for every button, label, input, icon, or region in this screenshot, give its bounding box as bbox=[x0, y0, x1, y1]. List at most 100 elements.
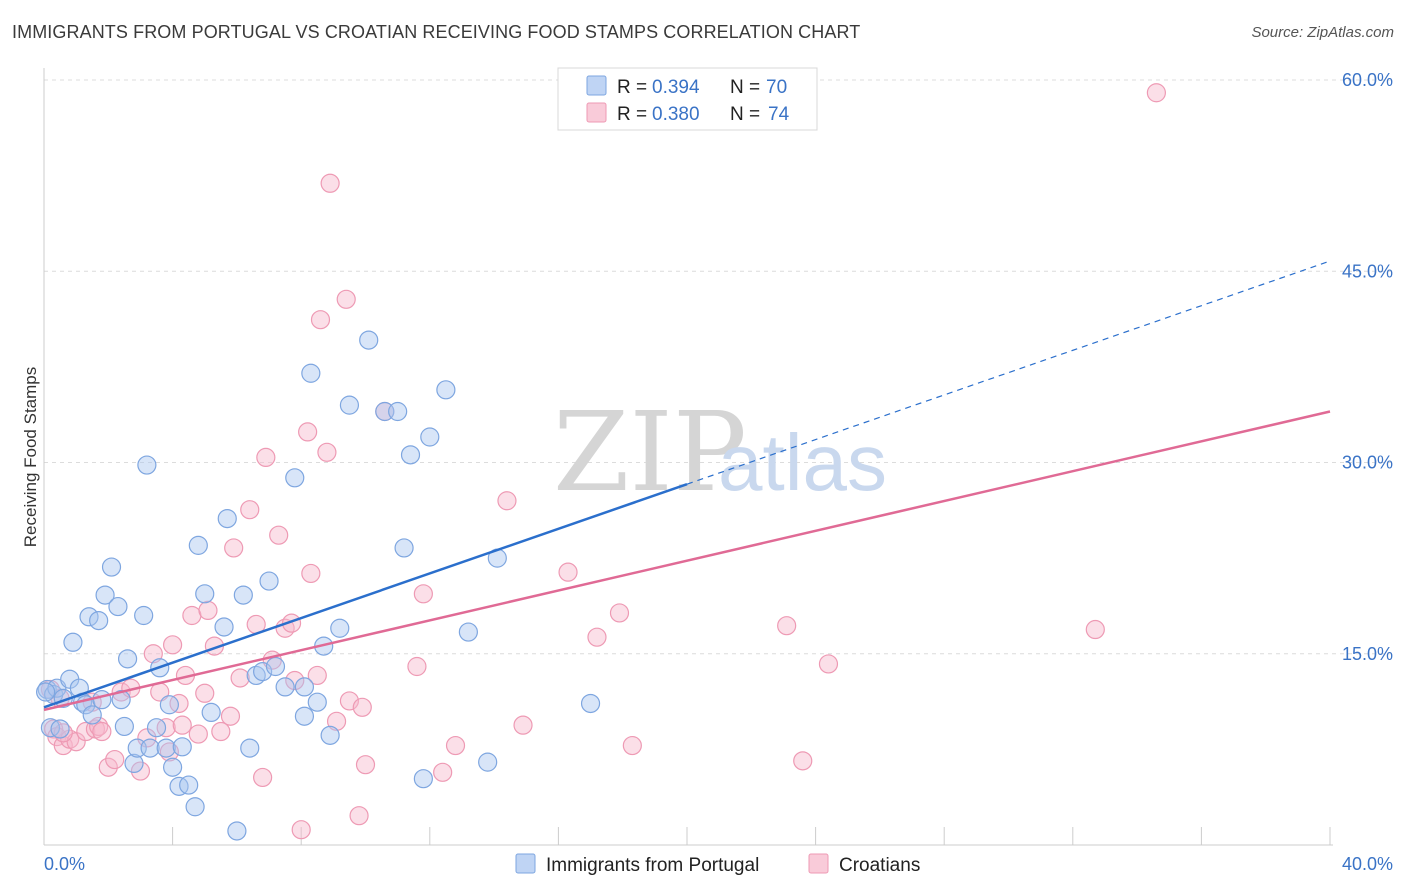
portugal-point-7 bbox=[63, 632, 83, 652]
portugal-point-61 bbox=[400, 445, 421, 465]
croatians-point-68 bbox=[777, 616, 797, 636]
portugal-point-1 bbox=[40, 718, 61, 738]
portugal-point-52 bbox=[307, 692, 327, 712]
portugal-point-48 bbox=[285, 468, 305, 488]
portugal-point-11 bbox=[79, 607, 99, 627]
croatians-point-70 bbox=[818, 654, 839, 674]
croatians-point-20 bbox=[156, 718, 176, 738]
portugal-point-44 bbox=[253, 661, 273, 682]
croatians-point-27 bbox=[188, 724, 208, 744]
legend-bottom: Immigrants from Portugal Croatians bbox=[515, 853, 920, 876]
croatians-point-59 bbox=[413, 584, 433, 604]
croatians-point-22 bbox=[163, 635, 183, 655]
portugal-point-37 bbox=[201, 702, 221, 723]
portugal-point-49 bbox=[294, 677, 315, 697]
croatians-point-52 bbox=[336, 289, 356, 309]
portugal-point-16 bbox=[101, 557, 122, 577]
croatians-point-61 bbox=[445, 735, 466, 756]
croatians-point-50 bbox=[320, 173, 340, 193]
portugal-point-19 bbox=[114, 716, 134, 737]
croatians-point-40 bbox=[269, 525, 289, 545]
portugal-point-26 bbox=[146, 718, 167, 738]
croatians-point-26 bbox=[182, 605, 202, 626]
portugal-point-66 bbox=[478, 752, 498, 772]
croatians-point-24 bbox=[172, 715, 192, 735]
portugal-trend-extension bbox=[686, 260, 1331, 485]
croatians-point-31 bbox=[211, 721, 231, 742]
bottom-legend-swatch-portugal bbox=[515, 853, 536, 874]
croatians-point-49 bbox=[317, 442, 337, 462]
legend-top: R = 0.394 N = 70 R = 0.380 N = 74 bbox=[557, 67, 818, 131]
portugal-point-51 bbox=[301, 363, 321, 383]
croatians-point-54 bbox=[349, 806, 369, 826]
portugal-point-35 bbox=[188, 535, 208, 555]
portugal-point-55 bbox=[330, 618, 350, 638]
croatians-point-23 bbox=[169, 693, 189, 714]
portugal-point-13 bbox=[89, 610, 109, 631]
croatians-point-67 bbox=[622, 735, 642, 756]
legend-n-value-croatians: 74 bbox=[768, 104, 790, 125]
croatians-point-41 bbox=[275, 618, 295, 638]
y-tick-labels: 15.0% 30.0% 45.0% 60.0% bbox=[1342, 70, 1393, 664]
portugal-point-29 bbox=[159, 695, 179, 715]
croatians-point-65 bbox=[587, 627, 607, 647]
portugal-point-14 bbox=[92, 690, 112, 710]
portugal-point-57 bbox=[359, 330, 379, 350]
chart-title: IMMIGRANTS FROM PORTUGAL VS CROATIAN REC… bbox=[12, 22, 861, 42]
portugal-point-17 bbox=[108, 596, 128, 617]
legend-swatch-portugal bbox=[586, 75, 607, 96]
legend-n-label-portugal: N = bbox=[730, 77, 760, 98]
croatians-point-37 bbox=[253, 767, 273, 788]
y-tick-label-2: 45.0% bbox=[1342, 261, 1393, 281]
portugal-point-46 bbox=[265, 656, 286, 677]
portugal-point-4 bbox=[50, 719, 70, 739]
croatians-point-11 bbox=[92, 721, 112, 742]
croatians-point-28 bbox=[195, 683, 215, 703]
croatians-point-72 bbox=[1146, 83, 1166, 103]
portugal-point-28 bbox=[156, 738, 176, 758]
croatians-point-56 bbox=[355, 755, 376, 775]
bottom-legend-label-croatians: Croatians bbox=[839, 855, 920, 876]
legend-r-label-croatians: R = bbox=[617, 104, 647, 125]
croatians-point-34 bbox=[230, 668, 250, 688]
croatians-point-35 bbox=[240, 500, 260, 520]
portugal-point-39 bbox=[217, 508, 237, 529]
portugal-point-42 bbox=[240, 738, 260, 758]
watermark-atlas: atlas bbox=[718, 418, 887, 507]
portugal-point-23 bbox=[134, 605, 154, 626]
croatians-point-47 bbox=[307, 665, 327, 686]
bottom-legend-label-portugal: Immigrants from Portugal bbox=[546, 855, 759, 876]
croatians-point-48 bbox=[310, 310, 331, 330]
croatians-point-45 bbox=[298, 422, 318, 442]
portugal-point-69 bbox=[36, 682, 56, 702]
croatians-point-69 bbox=[793, 751, 813, 771]
portugal-point-15 bbox=[95, 585, 115, 605]
croatians-point-60 bbox=[433, 762, 453, 782]
legend-swatch-croatians bbox=[586, 102, 607, 123]
croatians-point-10 bbox=[89, 716, 109, 737]
axes bbox=[43, 68, 1333, 846]
croatians-point-32 bbox=[220, 706, 241, 726]
portugal-point-59 bbox=[388, 401, 408, 422]
portugal-point-64 bbox=[436, 380, 456, 400]
croatians-point-38 bbox=[256, 447, 276, 467]
croatians-point-43 bbox=[285, 670, 305, 691]
legend-n-value-portugal: 70 bbox=[766, 77, 787, 98]
chart-source: Source: ZipAtlas.com bbox=[1251, 24, 1394, 41]
portugal-point-18 bbox=[111, 690, 131, 710]
x-tick-label-left: 0.0% bbox=[44, 854, 85, 874]
watermark: ZIP atlas bbox=[553, 388, 887, 516]
legend-r-value-croatians: 0.380 bbox=[652, 104, 700, 125]
portugal-point-60 bbox=[394, 538, 414, 558]
y-tick-label-0: 15.0% bbox=[1342, 644, 1393, 664]
portugal-point-62 bbox=[413, 769, 433, 789]
legend-r-label-portugal: R = bbox=[617, 77, 647, 98]
portugal-point-32 bbox=[172, 737, 192, 757]
x-tick-label-right: 40.0% bbox=[1342, 854, 1393, 874]
portugal-point-12 bbox=[82, 705, 102, 725]
portugal-point-38 bbox=[214, 617, 234, 637]
portugal-point-54 bbox=[320, 725, 340, 745]
croatians-point-63 bbox=[513, 715, 533, 735]
croatians-point-55 bbox=[352, 697, 372, 717]
portugal-point-47 bbox=[275, 677, 295, 697]
